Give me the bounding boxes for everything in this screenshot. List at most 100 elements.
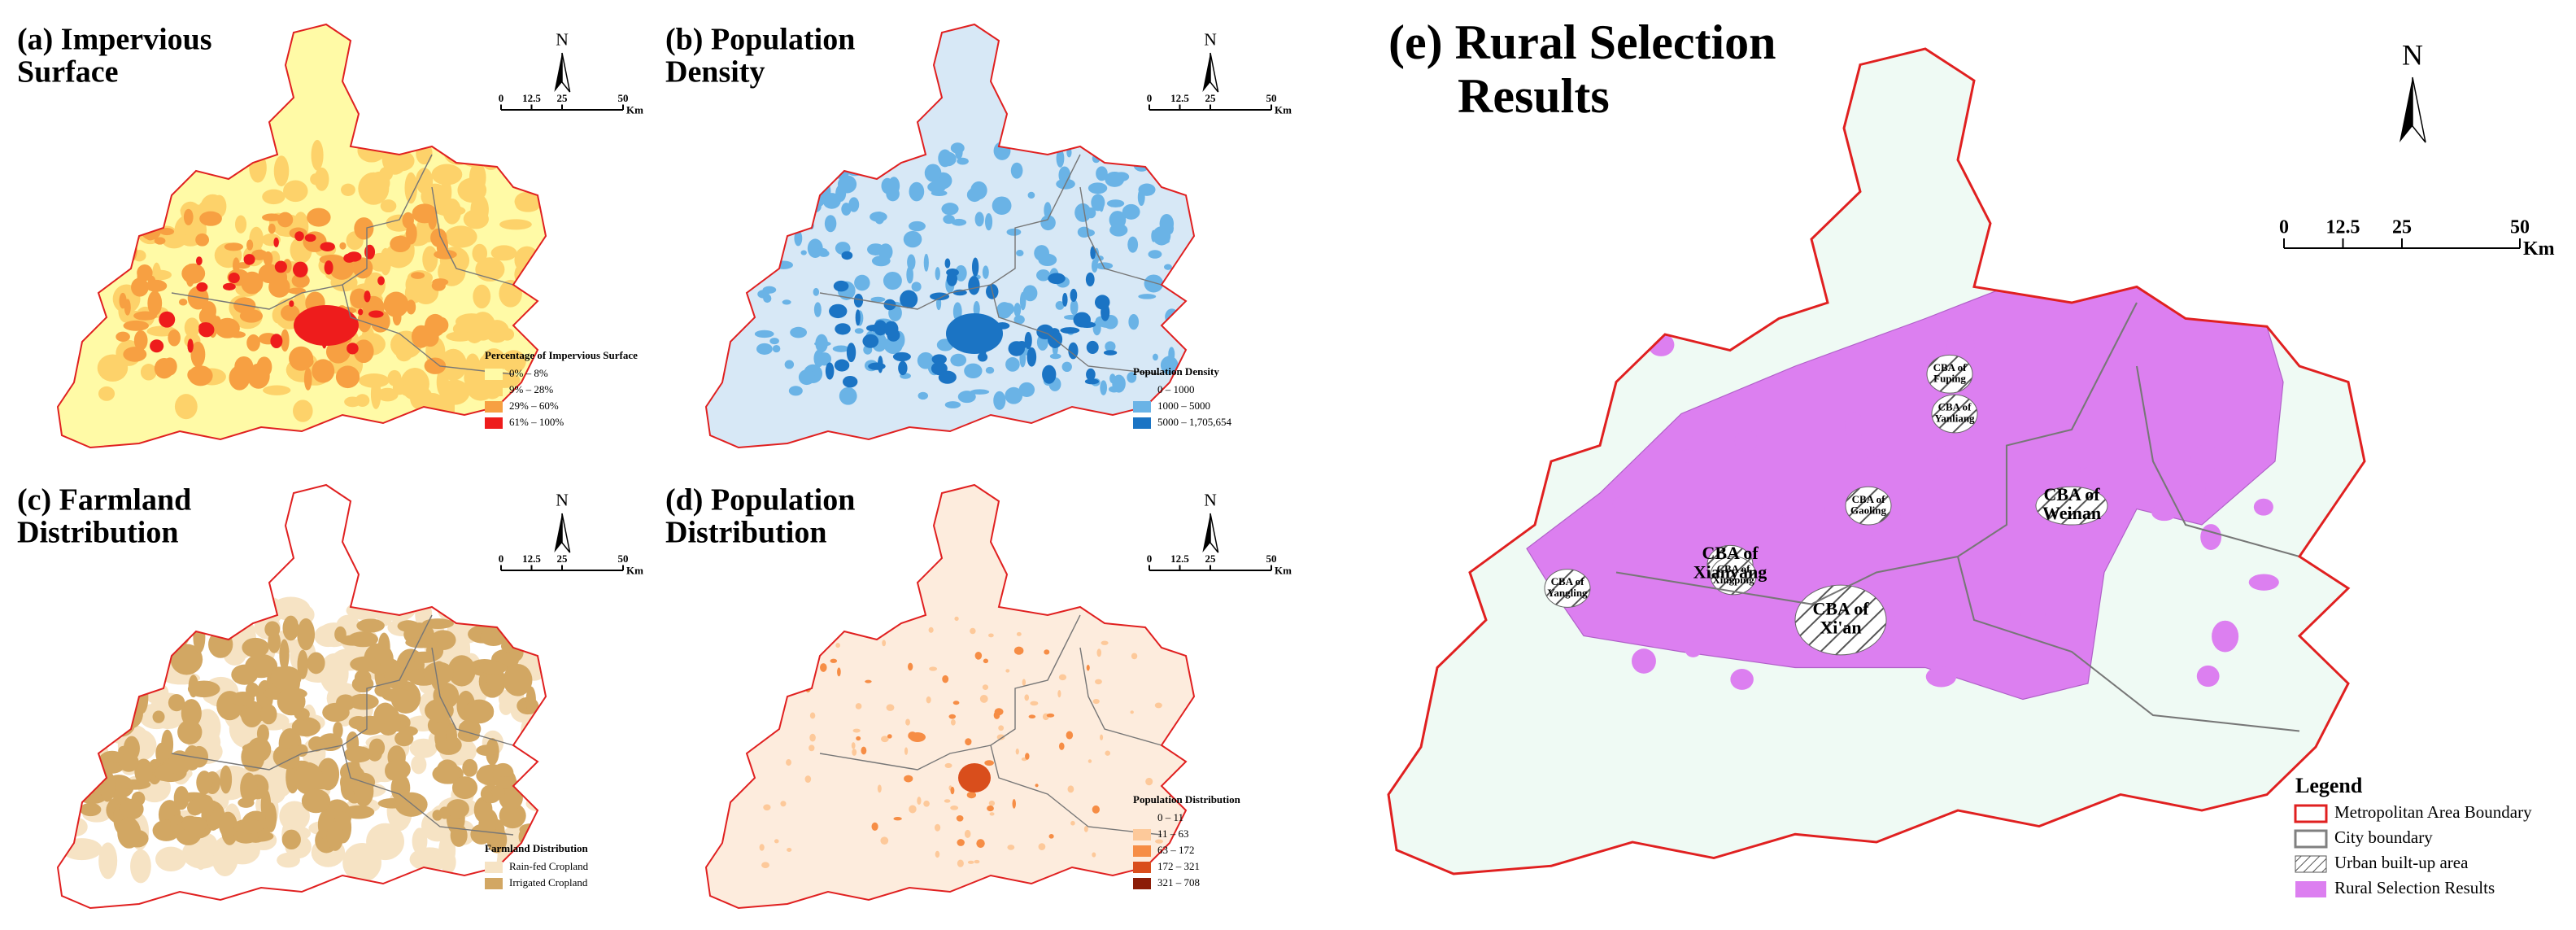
patch: [243, 254, 255, 265]
patch: [1040, 215, 1056, 231]
patch: [256, 724, 269, 744]
scale-label: 25: [1205, 92, 1217, 104]
map-fill: [58, 24, 546, 448]
patch: [346, 251, 362, 262]
patch: [993, 711, 1000, 719]
map-fill: [706, 24, 1194, 448]
patch: [2200, 524, 2222, 550]
patch: [355, 715, 385, 736]
patch: [992, 196, 1012, 216]
patch: [168, 329, 181, 347]
patch: [307, 652, 325, 675]
patch: [909, 220, 926, 232]
patch: [354, 217, 374, 240]
patch: [772, 344, 781, 353]
patch: [329, 259, 354, 280]
patch: [1090, 246, 1096, 260]
patch: [950, 806, 959, 810]
patch: [942, 675, 949, 683]
patch: [215, 317, 240, 338]
patch: [842, 376, 858, 388]
patch: [395, 346, 412, 362]
legend-label: 172 – 321: [1157, 860, 1200, 872]
patch: [904, 775, 913, 783]
patch: [428, 206, 438, 230]
patch: [89, 636, 112, 657]
patch: [1008, 341, 1026, 356]
patch: [1169, 643, 1177, 650]
patch: [499, 696, 513, 715]
legend-swatch: [485, 862, 503, 873]
patch: [934, 823, 941, 832]
patch: [1155, 839, 1163, 844]
scale-unit: Km: [1275, 103, 1292, 116]
patch: [71, 607, 102, 639]
patch: [1058, 674, 1067, 681]
urban-area: [1544, 569, 1591, 608]
patch: [416, 142, 433, 165]
patch: [935, 267, 940, 281]
patch: [1070, 820, 1075, 826]
scale-label: 25: [1205, 552, 1217, 565]
patch: [150, 339, 164, 353]
patch: [272, 307, 284, 324]
patch: [301, 788, 331, 814]
patch: [946, 271, 958, 286]
patch: [985, 366, 995, 374]
patch: [246, 334, 260, 351]
patch: [421, 183, 450, 209]
patch: [434, 205, 466, 216]
city-boundary: [171, 154, 433, 310]
patch: [202, 594, 224, 620]
patch: [140, 364, 157, 381]
patch: [944, 799, 951, 803]
patch: [785, 192, 800, 207]
patch: [2196, 665, 2220, 688]
patch: [1674, 449, 1701, 463]
patch: [881, 177, 894, 194]
patch: [1024, 331, 1032, 350]
patch: [364, 290, 371, 303]
patch: [251, 249, 268, 260]
patch: [855, 703, 862, 710]
patch: [159, 311, 176, 328]
patch: [447, 655, 476, 687]
patch: [384, 666, 408, 689]
patch: [339, 242, 347, 250]
patch: [107, 179, 134, 207]
patch: [432, 763, 464, 784]
patch: [358, 172, 390, 205]
core: [958, 763, 991, 792]
patch: [279, 639, 290, 671]
city-boundary: [1079, 647, 1162, 746]
legend-swatch: [2295, 881, 2326, 897]
cba-label: Fuping: [1933, 373, 1966, 385]
patch: [379, 167, 394, 181]
patch: [1691, 421, 1707, 443]
patch: [240, 772, 258, 804]
patch: [117, 203, 132, 214]
patch: [966, 791, 977, 799]
patch: [155, 146, 165, 175]
urban-area: [1926, 354, 1973, 394]
patch: [982, 684, 989, 690]
scale-label: 0: [1147, 92, 1153, 104]
patch: [150, 269, 172, 281]
patch: [757, 290, 769, 299]
patch: [424, 357, 447, 374]
patch: [1109, 211, 1127, 229]
north-arrow: [2412, 76, 2426, 143]
patch: [246, 682, 259, 698]
patch: [274, 260, 287, 273]
city-boundary: [819, 154, 1081, 310]
city-boundary: [819, 614, 1081, 771]
scale-label: 0: [499, 92, 504, 104]
patch: [1067, 785, 1074, 793]
patch: [1114, 172, 1130, 182]
patch: [503, 663, 533, 696]
patch: [170, 155, 187, 180]
patch: [950, 719, 956, 726]
city-boundary: [171, 614, 433, 771]
patch: [148, 194, 168, 208]
patch: [1096, 648, 1102, 657]
